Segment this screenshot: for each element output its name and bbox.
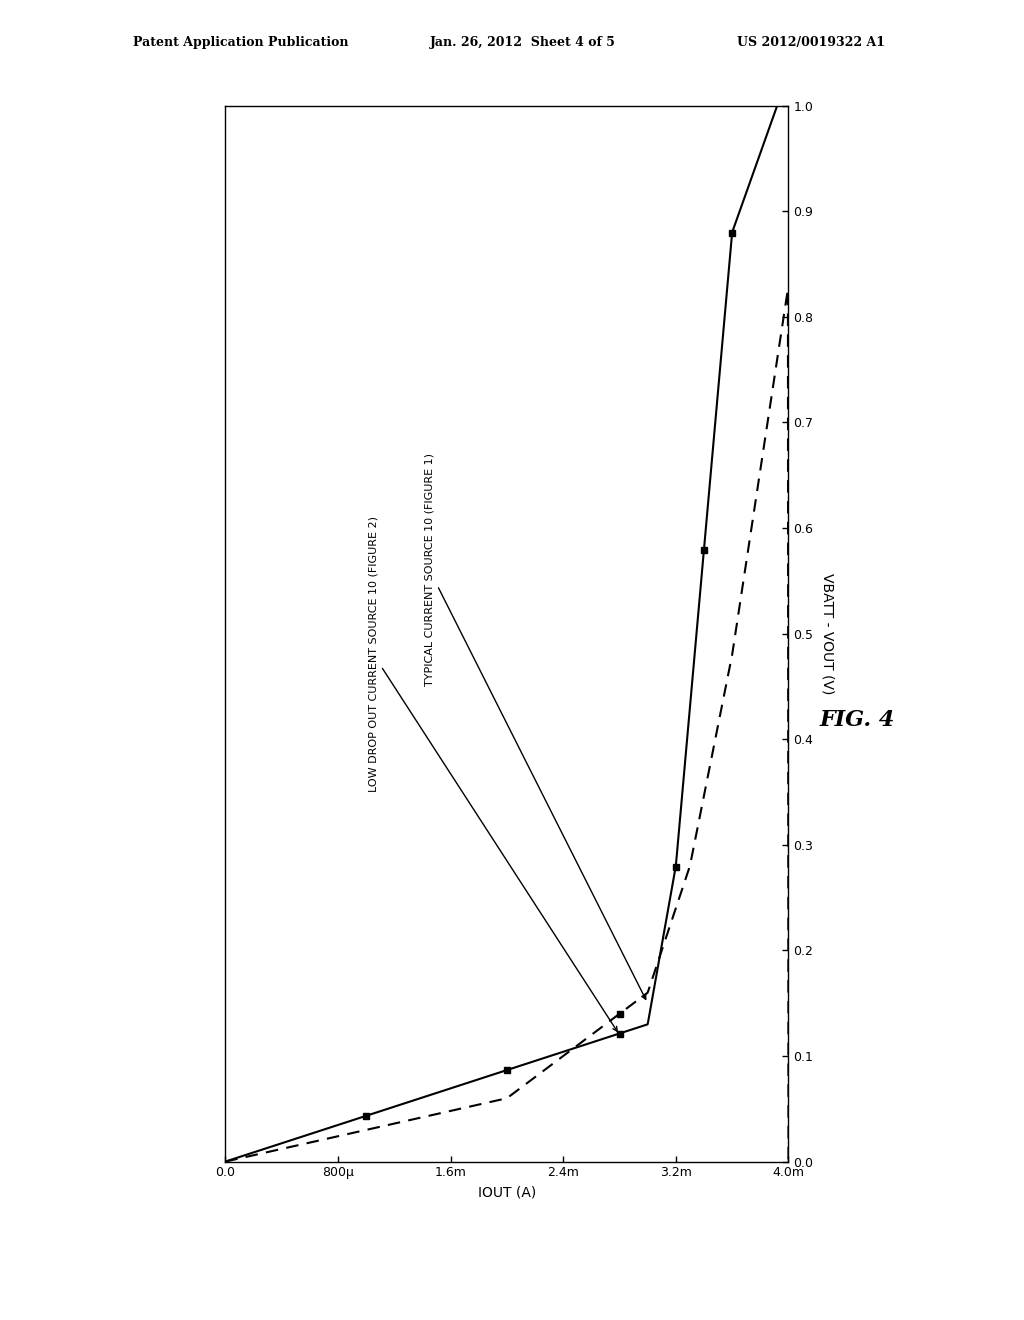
Y-axis label: VBATT - VOUT (V): VBATT - VOUT (V) <box>820 573 835 694</box>
Text: LOW DROP OUT CURRENT SOURCE 10 (FIGURE 2): LOW DROP OUT CURRENT SOURCE 10 (FIGURE 2… <box>368 516 617 1031</box>
Text: Jan. 26, 2012  Sheet 4 of 5: Jan. 26, 2012 Sheet 4 of 5 <box>430 36 616 49</box>
Text: FIG. 4: FIG. 4 <box>819 709 895 731</box>
Text: Patent Application Publication: Patent Application Publication <box>133 36 348 49</box>
Text: US 2012/0019322 A1: US 2012/0019322 A1 <box>737 36 886 49</box>
Text: TYPICAL CURRENT SOURCE 10 (FIGURE 1): TYPICAL CURRENT SOURCE 10 (FIGURE 1) <box>424 453 646 999</box>
X-axis label: IOUT (A): IOUT (A) <box>478 1185 536 1199</box>
